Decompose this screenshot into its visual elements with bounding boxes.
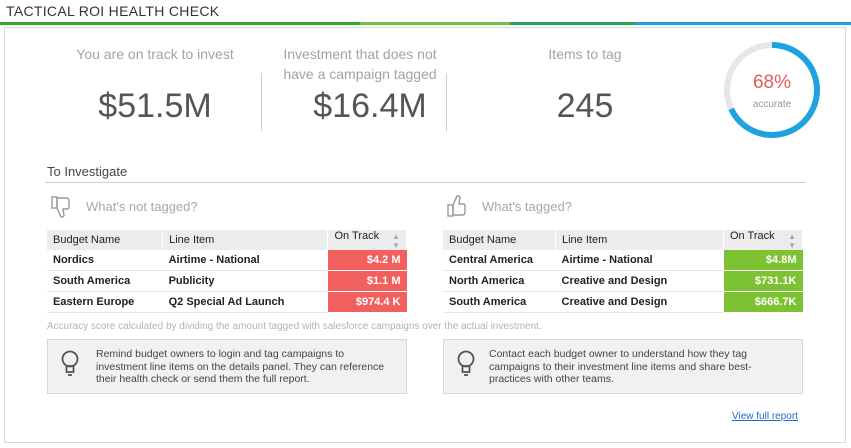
kpi-on-track-label: You are on track to invest — [76, 46, 234, 62]
not-tagged-table: Budget Name Line Item On Track ▲ ▼ Nordics… — [47, 230, 407, 313]
column-on-track[interactable]: On Track ▲ ▼ — [723, 230, 803, 250]
on-track-value-cell: $4.8M — [723, 250, 803, 271]
on-track-label: On Track — [334, 230, 380, 242]
header: TACTICAL ROI HEALTH CHECK — [0, 0, 851, 25]
header-bar-3 — [510, 22, 635, 25]
kpi-divider — [261, 73, 262, 131]
tip-text-left: Remind budget owners to login and tag ca… — [96, 348, 385, 385]
accuracy-gauge — [724, 42, 820, 138]
budget-name-cell: Central America — [443, 250, 556, 271]
section-title: To Investigate — [47, 164, 128, 179]
column-budget-name: Budget Name — [47, 230, 164, 250]
on-track-value-cell: $1.1 M — [327, 270, 407, 292]
lightbulb-icon — [457, 350, 475, 376]
budget-name-cell: South America — [47, 270, 163, 292]
on-track-value-cell: $974.4 K — [327, 291, 407, 313]
line-item-cell: Publicity — [162, 270, 328, 292]
lightbulb-icon — [61, 350, 79, 376]
tip-text-right: Contact each budget owner to understand … — [489, 348, 752, 385]
budget-name-cell: Nordics — [47, 250, 163, 271]
section-divider — [45, 182, 806, 183]
on-track-label: On Track — [730, 230, 775, 242]
gauge-caption: accurate — [752, 99, 792, 110]
line-item-cell: Airtime - National — [555, 250, 724, 271]
table-row[interactable]: Central America Airtime - National $4.8M — [443, 250, 803, 271]
header-bar-2 — [360, 22, 510, 25]
table-row[interactable]: Nordics Airtime - National $4.2 M — [47, 250, 407, 271]
tip-box-left — [47, 339, 407, 394]
tip-box-right — [443, 339, 803, 394]
kpi-untagged-value: $16.4M — [313, 87, 427, 125]
health-check-panel — [4, 27, 846, 443]
kpi-on-track-value: $51.5M — [98, 87, 212, 125]
tagged-heading: What's tagged? — [482, 199, 572, 214]
on-track-value-cell: $731.1K — [723, 270, 803, 292]
kpi-divider — [446, 73, 447, 131]
line-item-cell: Q2 Special Ad Launch — [162, 291, 328, 313]
budget-name-cell: Eastern Europe — [47, 291, 163, 313]
on-track-value-cell: $4.2 M — [327, 250, 407, 271]
view-full-report-link[interactable]: View full report — [732, 411, 798, 422]
column-line-item: Line Item — [555, 230, 724, 250]
gauge-percent: 68% — [752, 72, 792, 93]
kpi-items-value: 245 — [556, 87, 614, 125]
not-tagged-heading: What's not tagged? — [86, 199, 198, 214]
kpi-items-label: Items to tag — [548, 46, 622, 62]
gauge-arc — [724, 42, 820, 138]
header-bar-4 — [635, 22, 851, 25]
column-budget-name: Budget Name — [443, 230, 556, 250]
table-row[interactable]: South America Creative and Design $666.7… — [443, 291, 803, 313]
budget-name-cell: North America — [443, 270, 556, 292]
column-line-item: Line Item — [162, 230, 329, 250]
kpi-untagged-label: Investment that does not have a campaign… — [283, 46, 437, 82]
table-row[interactable]: South America Publicity $1.1 M — [47, 270, 407, 292]
tagged-table: Budget Name Line Item On Track ▲ ▼ Central… — [443, 230, 803, 313]
line-item-cell: Creative and Design — [555, 291, 724, 313]
on-track-value-cell: $666.7K — [723, 291, 803, 313]
accuracy-note: Accuracy score calculated by dividing th… — [47, 321, 542, 332]
sort-icon[interactable]: ▲ ▼ — [788, 232, 796, 250]
header-bar-1 — [0, 22, 360, 25]
sort-icon[interactable]: ▲ ▼ — [392, 232, 400, 250]
page-title: TACTICAL ROI HEALTH CHECK — [6, 3, 220, 19]
line-item-cell: Creative and Design — [555, 270, 724, 292]
thumbs-up-icon — [447, 195, 466, 217]
table-row[interactable]: Eastern Europe Q2 Special Ad Launch $974… — [47, 291, 407, 313]
column-on-track[interactable]: On Track ▲ ▼ — [327, 230, 407, 250]
table-row[interactable]: North America Creative and Design $731.1… — [443, 270, 803, 292]
budget-name-cell: South America — [443, 291, 556, 313]
line-item-cell: Airtime - National — [162, 250, 328, 271]
thumbs-down-icon — [51, 196, 70, 218]
